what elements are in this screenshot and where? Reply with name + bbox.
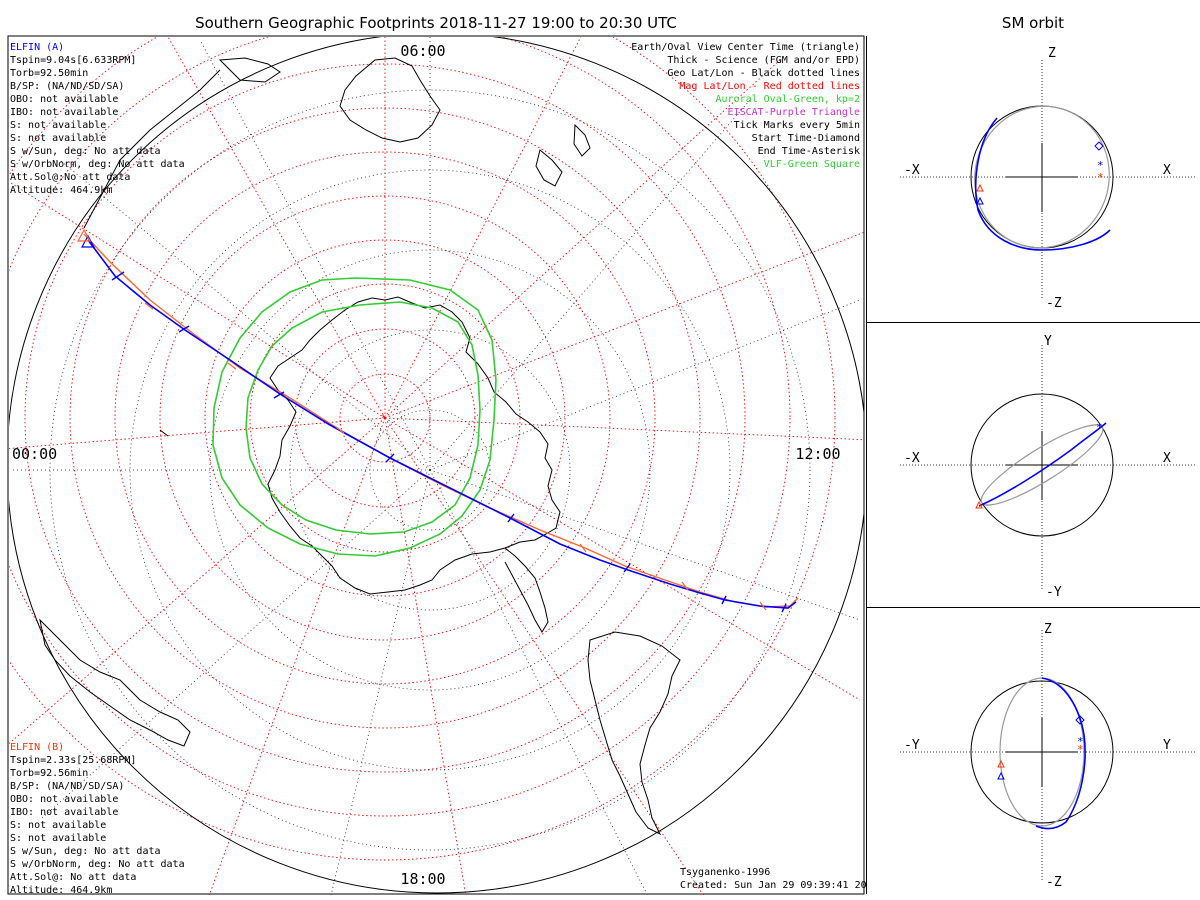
elfin-a-line: S w/Sun, deg: No att data [10, 146, 161, 157]
model-label: Tsyganenko-1996 [680, 867, 770, 878]
elfin-a-line: B/SP: (NA/ND/SD/SA) [10, 81, 124, 92]
orbit-a-arc [1035, 677, 1086, 830]
orbit-panel-xy: Y -Y -X X * [900, 334, 1196, 600]
elfin-a-line: Tspin=9.04s[6.633RPM] [10, 55, 136, 66]
elfin-b-line: Altitude: 464.9km [10, 885, 112, 896]
axis-left: -X [904, 451, 920, 466]
earth-circle [970, 393, 1114, 537]
axis-right: X [1163, 451, 1171, 466]
orbit-gray [974, 105, 1110, 249]
elfin-b-line: S: not available [10, 820, 106, 831]
orbit-a-arc [974, 117, 1111, 251]
legend-item: Auroral Oval-Green, kp=2 [716, 94, 861, 105]
elfin-a-info: ELFIN (A) Tspin=9.04s[6.633RPM] Torb=92.… [10, 42, 185, 196]
elfin-b-line: Tspin=2.33s[25.68RPM] [10, 755, 136, 766]
elfin-a-line: IBO: not available [10, 107, 118, 118]
orbit-panel-xz: Z -Z -X X * * [900, 46, 1196, 311]
axis-bottom: -Y [1046, 585, 1062, 600]
svg-text:*: * [1097, 159, 1104, 172]
elfin-a-line: Altitude: 464.9km [10, 185, 112, 196]
legend-item: End Time-Asterisk [758, 146, 860, 157]
orbit-gray [980, 424, 1104, 506]
axis-left: -X [904, 163, 920, 178]
elfin-a-ticks [111, 271, 787, 613]
legend-item: Earth/Oval View Center Time (triangle) [631, 42, 860, 53]
elfin-a-line: Torb=92.50min [10, 68, 88, 79]
orbit-panel-title: SM orbit [1001, 14, 1065, 32]
mag-grid [9, 37, 864, 895]
svg-text:*: * [1077, 735, 1084, 748]
axis-top: Z [1044, 622, 1052, 637]
hour-label-right: 12:00 [795, 445, 840, 463]
elfin-a-line: S: not available [10, 120, 106, 131]
coastlines [39, 57, 681, 836]
created-label: Created: Sun Jan 29 09:39:41 2023 [680, 880, 866, 891]
orbit-panels: Z -Z -X X * * Y -Y -X X * Z -Z -Y [866, 36, 1200, 894]
hour-label-top: 06:00 [400, 42, 445, 60]
elfin-b-label: ELFIN (B) [10, 742, 64, 753]
axis-right: Y [1163, 738, 1171, 753]
page-title: Southern Geographic Footprints 2018-11-2… [195, 14, 677, 32]
elfin-b-line: S w/Sun, deg: No att data [10, 846, 161, 857]
hour-label-bottom: 18:00 [400, 870, 445, 888]
earth-circle [970, 680, 1114, 824]
elfin-b-info: ELFIN (B) Tspin=2.33s[25.68RPM] Torb=92.… [10, 742, 185, 896]
legend-item: Thick - Science (FGM and/or EPD) [667, 55, 860, 66]
elfin-a-line: OBO: not available [10, 94, 118, 105]
geo-grid [10, 37, 861, 895]
elfin-b-line: OBO: not available [10, 794, 118, 805]
legend: Earth/Oval View Center Time (triangle) T… [631, 42, 860, 170]
axis-left: -Y [904, 738, 920, 753]
elfin-a-line: S: not available [10, 133, 106, 144]
hour-label-left: 00:00 [12, 445, 57, 463]
elfin-a-line: S w/OrbNorm, deg: No att data [10, 159, 185, 170]
axis-top: Y [1044, 334, 1052, 349]
legend-item: VLF-Green Square [764, 159, 860, 170]
axis-bottom: -Z [1046, 875, 1062, 890]
orbit-a-arc [978, 422, 1107, 507]
legend-item: Geo Lat/Lon - Black dotted lines [667, 68, 860, 79]
svg-text:*: * [1096, 421, 1103, 434]
legend-item: Start Time-Diamond [752, 133, 860, 144]
legend-item: Mag Lat/Lon - Red dotted lines [679, 81, 860, 92]
mag-pole-marker: * [381, 414, 386, 424]
auroral-ovals [212, 277, 497, 557]
elfin-b-line: IBO: not available [10, 807, 118, 818]
legend-item: Tick Marks every 5min [734, 120, 860, 131]
map-frame [7, 35, 865, 895]
orbit-panel-yz: Z -Z -Y Y * * [900, 622, 1196, 890]
svg-text:*: * [1097, 171, 1104, 184]
axis-bottom: -Z [1046, 296, 1062, 311]
legend-item: EISCAT-Purple Triangle [728, 107, 860, 118]
elfin-b-start-triangle [76, 228, 92, 242]
elfin-b-line: S: not available [10, 833, 106, 844]
footprint-map: * 06:00 00:00 12:00 18:00 ELFIN (A) Tspi… [7, 35, 866, 896]
elfin-b-ticks [144, 302, 767, 611]
svg-text:*: * [1077, 743, 1084, 756]
elfin-b-line: Att.Sol@: No att data [10, 872, 136, 883]
axis-top: Z [1048, 46, 1056, 61]
axis-right: X [1163, 163, 1171, 178]
earth-limb [9, 37, 864, 894]
elfin-a-line: Att.Sol@:No att data [10, 172, 130, 183]
elfin-b-line: Torb=92.56min [10, 768, 88, 779]
elfin-b-line: B/SP: (NA/ND/SD/SA) [10, 781, 124, 792]
elfin-a-track [87, 239, 797, 609]
elfin-b-line: S w/OrbNorm, deg: No att data [10, 859, 185, 870]
elfin-a-label: ELFIN (A) [10, 42, 64, 53]
